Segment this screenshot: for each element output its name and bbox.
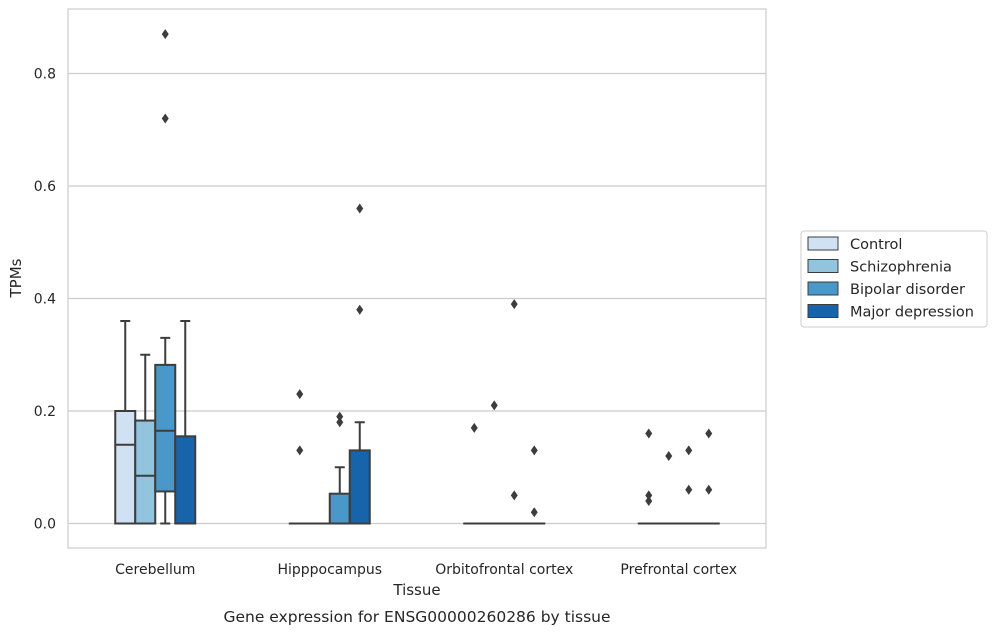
- outlier-point: [470, 422, 478, 433]
- outlier-point: [645, 496, 653, 506]
- box-body: [328, 492, 351, 525]
- legend: Control Schizophrenia Bipolar disorder Majo…: [800, 230, 988, 328]
- outlier-point: [296, 389, 304, 400]
- legend-frame: [800, 230, 988, 328]
- legend-label: Major depression: [850, 305, 974, 321]
- outlier-point: [161, 113, 169, 124]
- legend-label: Schizophrenia: [850, 260, 952, 276]
- outlier-point: [665, 451, 673, 461]
- outlier-point: [161, 29, 169, 40]
- x-tick-label: Orbitofrontal cortex: [435, 562, 573, 578]
- y-tick-label: 0.6: [34, 179, 56, 195]
- legend-swatch: [807, 304, 839, 318]
- x-tick-label: Prefrontal cortex: [620, 562, 737, 578]
- legend-item: Bipolar disorder: [807, 281, 965, 298]
- legend-item: Schizophrenia: [807, 259, 952, 276]
- outlier-point: [336, 411, 344, 422]
- box-major-depression: [523, 445, 546, 525]
- outlier-point: [336, 417, 344, 428]
- x-axis-label: Tissue: [392, 581, 440, 599]
- y-tick-label: 0.0: [34, 517, 56, 533]
- legend-label: Control: [850, 237, 902, 253]
- outlier-point: [705, 428, 713, 439]
- outlier-point: [645, 428, 653, 439]
- outlier-point: [645, 490, 653, 501]
- box-body: [174, 435, 197, 525]
- outlier-point: [510, 490, 518, 501]
- legend-swatch: [807, 236, 839, 251]
- outlier-point: [685, 445, 693, 456]
- outlier-point: [705, 484, 713, 495]
- legend-swatch: [807, 281, 839, 296]
- plot-frame: [67, 8, 767, 549]
- y-tick-label: 0.8: [34, 67, 56, 83]
- box-body: [348, 449, 371, 525]
- box-schizophrenia: [134, 353, 157, 525]
- box-control: [114, 320, 137, 525]
- x-tick-label: Cerebellum: [115, 562, 195, 578]
- box-bipolar-disorder: [154, 29, 177, 525]
- outlier-point: [356, 304, 364, 315]
- x-tick-label: Hipppocampus: [277, 562, 382, 578]
- outlier-point: [530, 445, 538, 456]
- outlier-point: [356, 203, 364, 214]
- box-schizophrenia: [483, 400, 506, 525]
- box-major-depression: [348, 203, 371, 525]
- box-bipolar-disorder: [677, 445, 700, 525]
- box-schizophrenia: [657, 451, 680, 525]
- outlier-point: [490, 400, 498, 411]
- y-axis-label: TPMs: [7, 258, 25, 298]
- legend-item: Control: [807, 236, 902, 253]
- chart-caption: Gene expression for ENSG00000260286 by t…: [223, 608, 610, 626]
- box-body: [154, 363, 177, 493]
- outlier-point: [685, 484, 693, 495]
- y-tick-label: 0.2: [34, 404, 56, 420]
- box-bipolar-disorder: [328, 411, 351, 525]
- box-major-depression: [697, 428, 720, 525]
- legend-item: Major depression: [807, 304, 974, 321]
- box-control: [288, 389, 311, 525]
- y-tick-label: 0.4: [34, 292, 56, 308]
- box-groups: [114, 29, 720, 525]
- outlier-point: [530, 507, 538, 518]
- outlier-point: [510, 299, 518, 310]
- y-tick-labels: 0.0 0.2 0.4 0.6 0.8: [34, 67, 56, 533]
- x-tick-labels: Cerebellum Hipppocampus Orbitofrontal cort…: [115, 562, 737, 578]
- box-body: [114, 410, 137, 525]
- box-control: [637, 428, 660, 525]
- legend-swatch: [807, 259, 839, 273]
- box-bipolar-disorder: [503, 299, 526, 525]
- legend-label: Bipolar disorder: [850, 282, 965, 298]
- box-body: [134, 419, 157, 525]
- outlier-point: [296, 445, 304, 456]
- box-control: [463, 422, 486, 525]
- box-major-depression: [174, 320, 197, 525]
